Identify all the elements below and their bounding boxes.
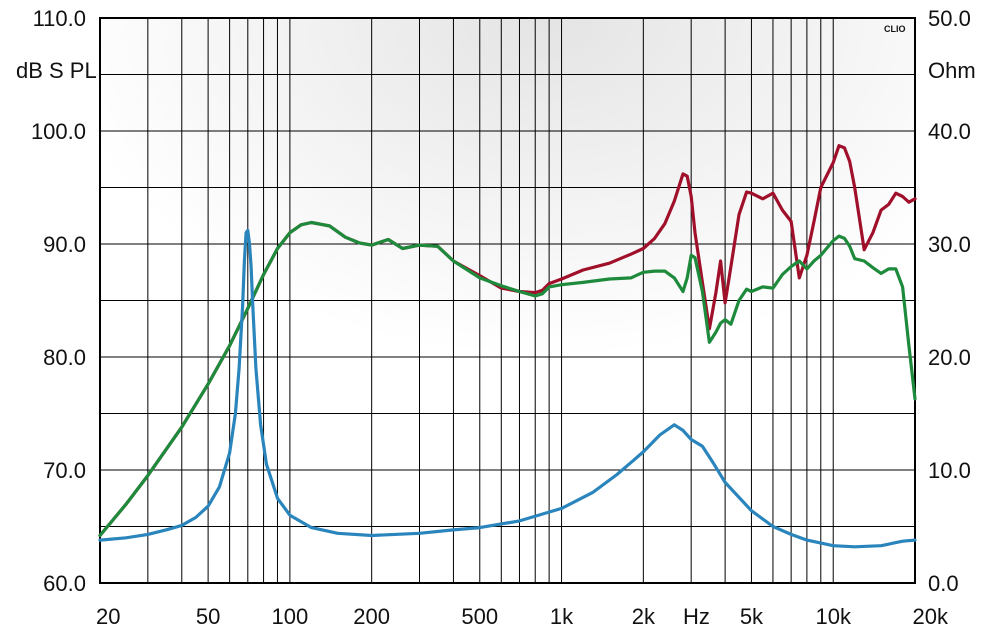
x-tick-label: 20k [913,604,949,629]
y-left-tick-label: 80.0 [43,345,86,370]
y-left-tick-label: 60.0 [43,571,86,596]
y-left-axis-label: dB S PL [16,58,97,83]
x-tick-labels: 20 50 100 200 500 1k 2k 5k 10k 20k [96,604,949,629]
y-right-tick-label: 40.0 [928,119,971,144]
grid [100,18,915,583]
x-tick-label: 100 [272,604,309,629]
x-tick-label: 20 [96,604,120,629]
y-left-tick-label: 110.0 [33,6,86,31]
y-right-axis-label: Ohm [928,58,976,83]
series-line-3 [98,228,917,549]
y-left-tick-label: 90.0 [43,232,86,257]
x-axis-label: Hz [683,604,710,629]
x-tick-label: 10k [815,604,851,629]
brand-logo: CLIO [884,24,906,34]
series-line-2 [98,220,917,538]
y-right-tick-label: 20.0 [928,345,971,370]
plot-frame [99,17,916,584]
y-right-tick-label: 10.0 [928,458,971,483]
y-left-tick-labels: 60.0 70.0 80.0 90.0 100.0 110.0 [31,6,86,596]
y-right-tick-label: 30.0 [928,232,971,257]
series-layer [98,144,917,549]
y-left-tick-label: 70.0 [43,458,86,483]
x-tick-label: 1k [550,604,574,629]
y-right-tick-labels: 0.0 10.0 20.0 30.0 40.0 50.0 [928,6,971,596]
y-right-tick-label: 50.0 [928,6,971,31]
x-tick-label: 50 [196,604,220,629]
x-tick-label: 5k [740,604,764,629]
x-tick-label: 2k [632,604,656,629]
y-left-tick-label: 100.0 [31,119,86,144]
x-tick-label: 200 [353,604,390,629]
y-right-tick-label: 0.0 [928,571,959,596]
x-tick-label: 500 [461,604,498,629]
